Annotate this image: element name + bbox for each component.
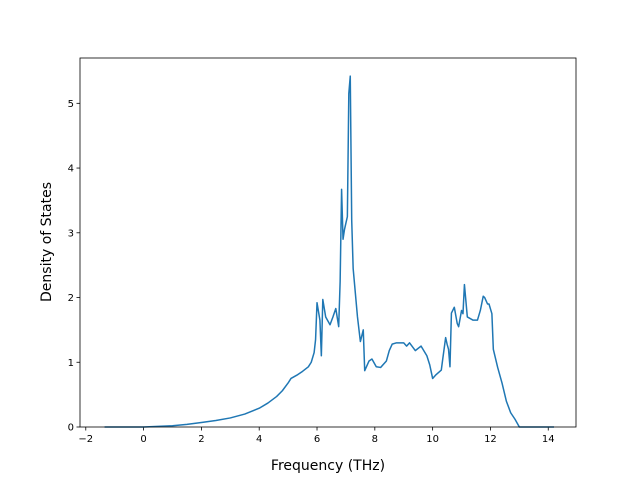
x-axis-title: Frequency (THz) — [271, 458, 385, 474]
y-axis-title: Density of States — [39, 182, 55, 302]
plot-frame — [79, 57, 577, 428]
plot-area — [80, 58, 576, 427]
y-tick-label: 5 — [68, 99, 74, 110]
x-tick-label: 14 — [542, 434, 555, 445]
x-tick-label: 12 — [484, 434, 497, 445]
y-tick-label: 1 — [68, 358, 74, 369]
x-tick-label: 10 — [426, 434, 439, 445]
y-tick-label: 2 — [68, 293, 74, 304]
x-tick-label: 6 — [314, 434, 320, 445]
x-tick-label: 0 — [140, 434, 146, 445]
dos-series-line — [104, 75, 555, 428]
x-tick-label: 2 — [198, 434, 204, 445]
y-tick-label: 0 — [68, 423, 74, 434]
x-tick-label: 4 — [256, 434, 262, 445]
y-tick-label: 4 — [68, 164, 74, 175]
x-tick-label: 8 — [372, 434, 378, 445]
x-tick-label: −2 — [78, 434, 93, 445]
y-tick-label: 3 — [68, 228, 74, 239]
